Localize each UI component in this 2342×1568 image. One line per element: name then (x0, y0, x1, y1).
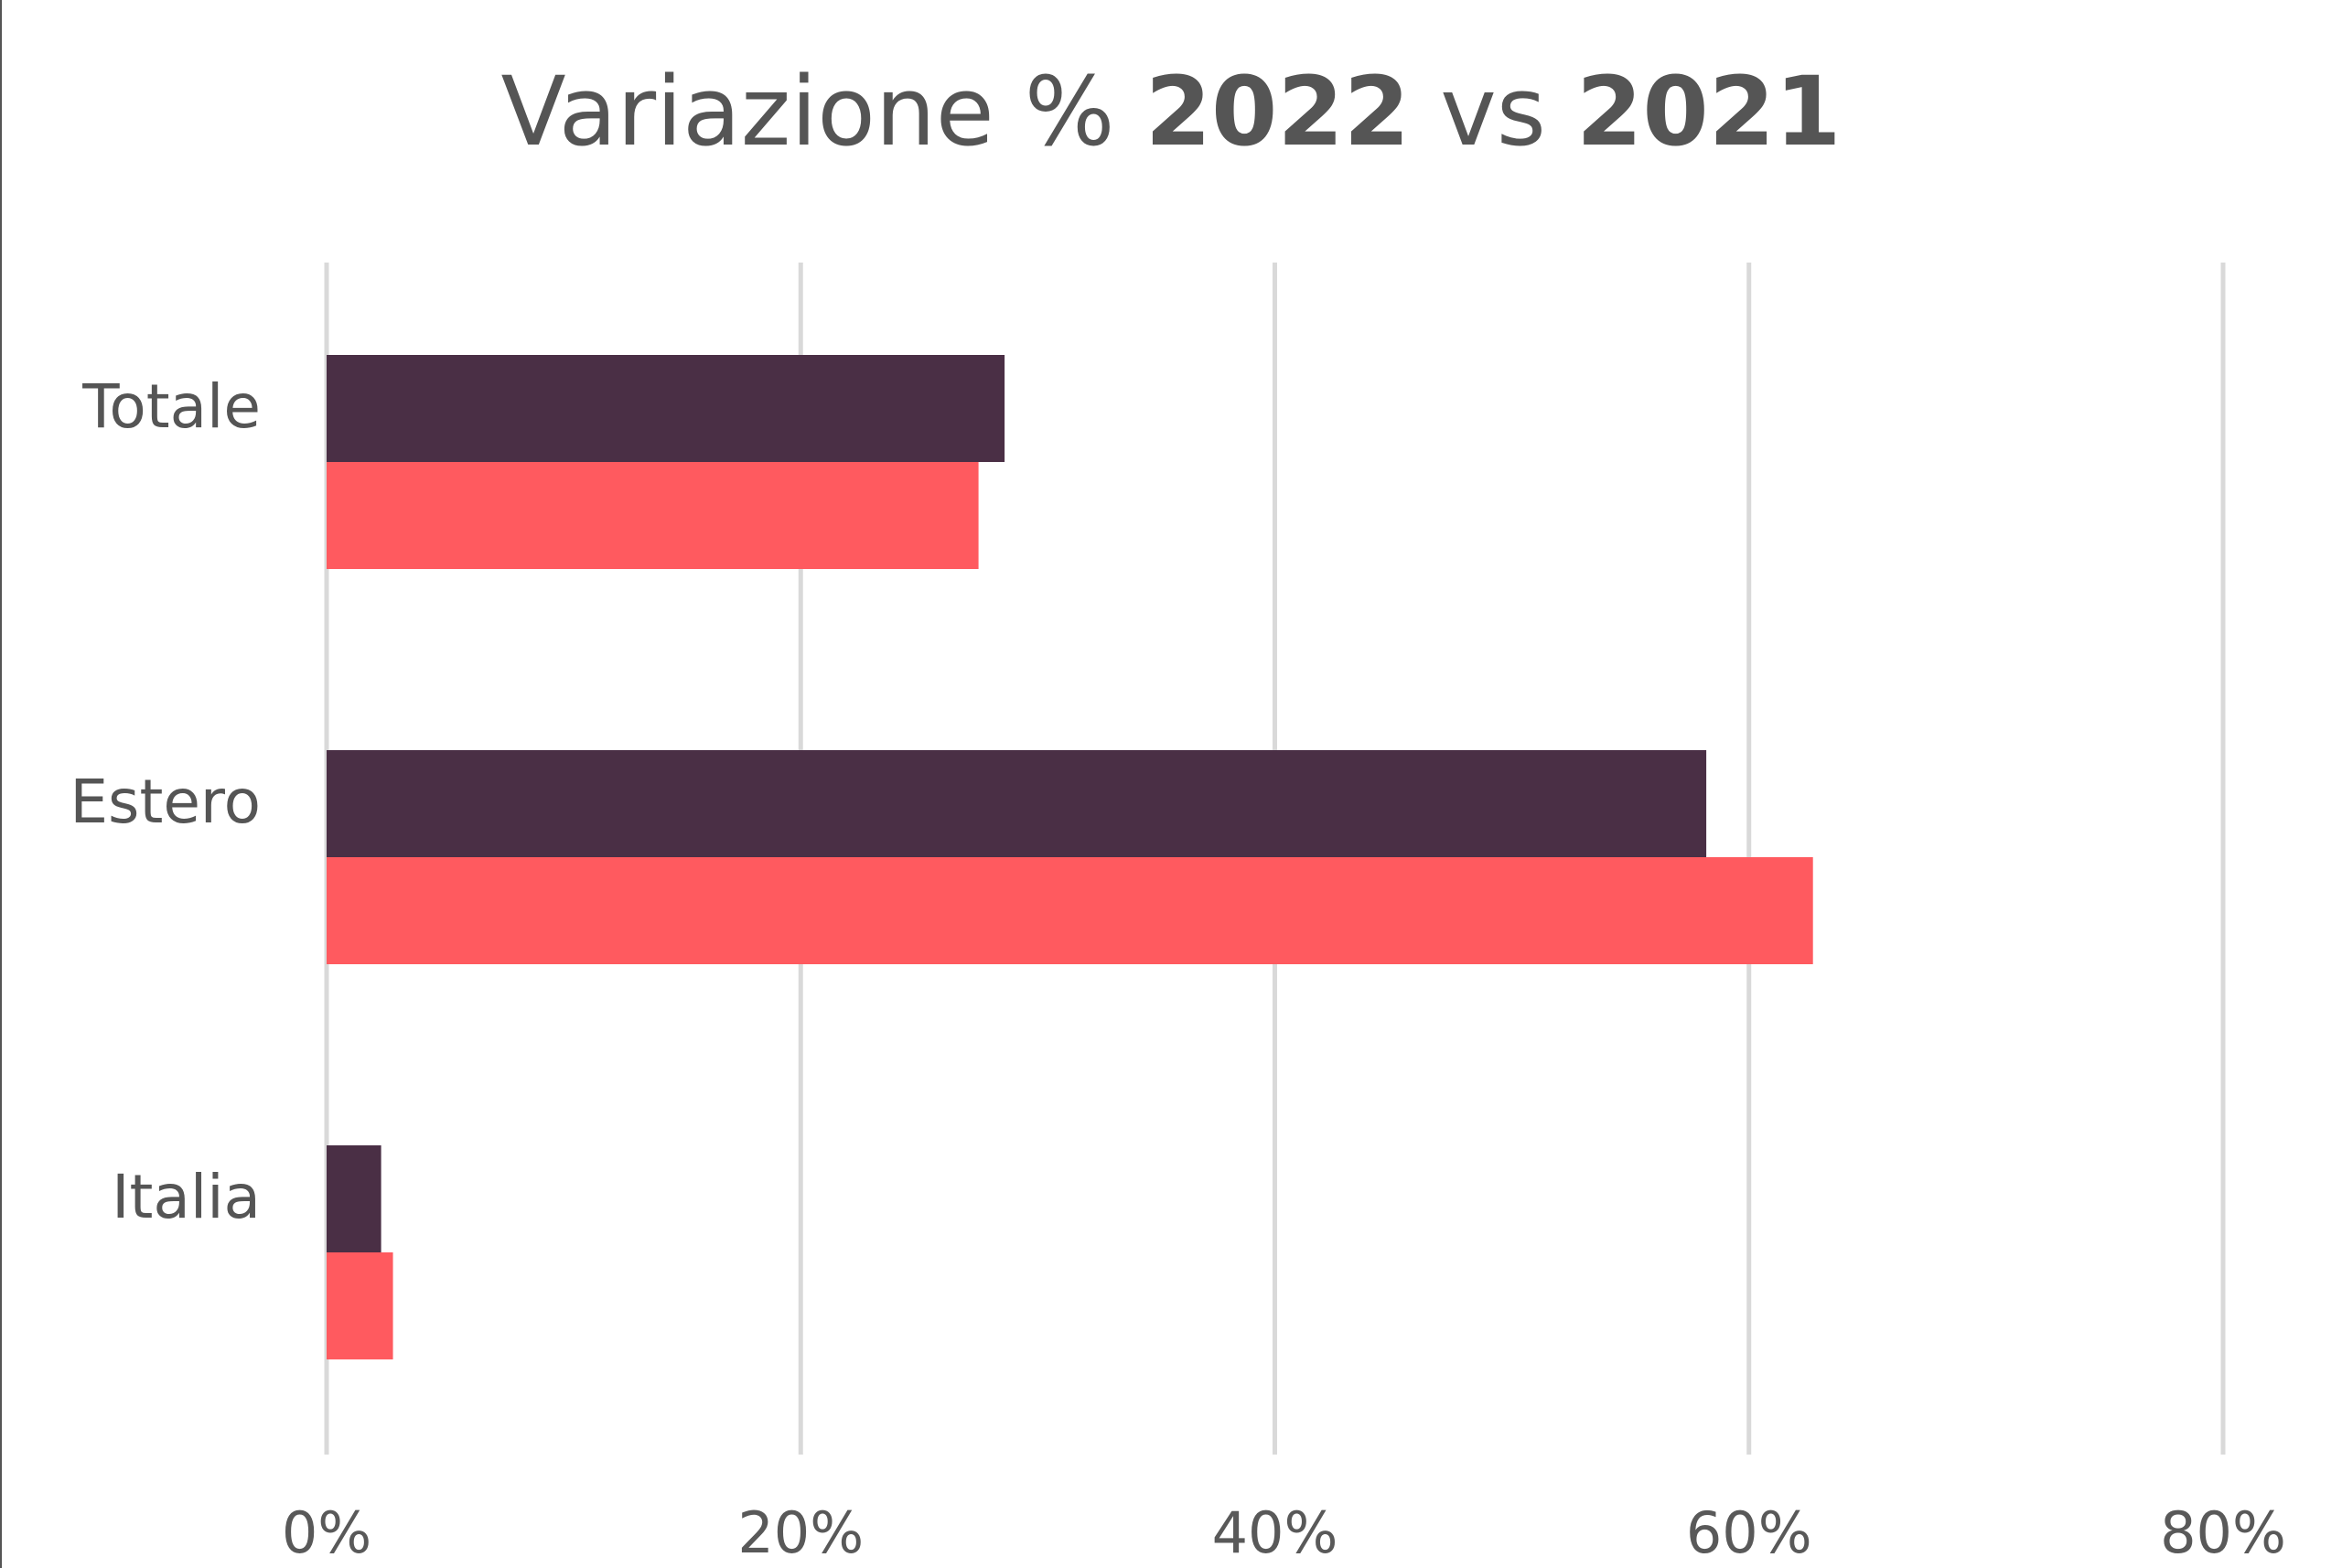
category-label: Estero (70, 767, 261, 837)
bar (327, 1145, 381, 1252)
bar (327, 750, 1707, 857)
x-tick-label: 20% (737, 1499, 864, 1566)
x-tick-label: 60% (1686, 1499, 1812, 1566)
bars (327, 355, 1813, 1359)
title-prefix: Variazione % (501, 56, 1145, 167)
x-tick-label: 0% (282, 1499, 371, 1566)
x-tick-label: 40% (1212, 1499, 1338, 1566)
bar (327, 1252, 393, 1359)
category-labels: Totale Estero Italia (70, 371, 261, 1232)
chart-title: Variazione % 2022 vs 2021 (501, 56, 1842, 167)
category-label: Totale (81, 371, 261, 442)
title-year-previous: 2021 (1576, 56, 1841, 167)
category-label: Italia (112, 1162, 261, 1232)
x-tick-labels: 0% 20% 40% 60% 80% (282, 1499, 2286, 1566)
title-year-current: 2022 (1145, 56, 1410, 167)
bar (327, 462, 979, 569)
bar (327, 857, 1813, 964)
frame-edge (0, 0, 2, 1568)
title-separator: vs (1410, 56, 1576, 167)
bar (327, 355, 1005, 462)
x-tick-label: 80% (2160, 1499, 2286, 1566)
